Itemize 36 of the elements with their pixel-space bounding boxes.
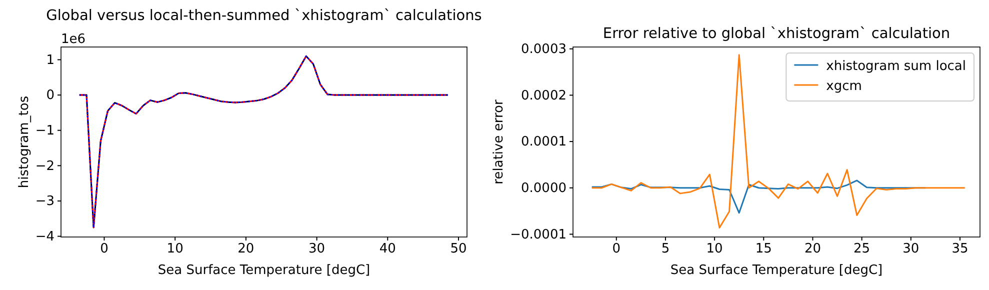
x-tick-label: 5 [661,242,670,257]
y-axis-title: histogram_tos [16,96,32,188]
y-tick-label: 0.0002 [521,88,566,104]
chart-title: Error relative to global `xhistogram` calculation [602,26,950,42]
x-tick-label: 20 [238,242,254,257]
y-tick-label: 0.0000 [521,181,566,196]
x-tick-label: 30 [902,242,920,257]
x-tick-label: 40 [379,242,396,257]
line-series [78,55,449,228]
legend-label: xhistogram sum local [826,59,966,74]
x-axis-title: Sea Surface Temperature [degC] [670,263,883,278]
y-axis-title: relative error [492,99,507,184]
y-tick-label: 0.0001 [521,134,566,150]
y-tick-label: −3 [35,194,54,210]
y-tick-label: 1 [46,52,54,68]
y-tick-label: −2 [35,158,54,174]
x-axis-title: Sea Surface Temperature [degC] [158,263,370,278]
x-tick-label: 50 [450,242,467,257]
x-tick-label: 15 [755,242,772,257]
x-tick-label: 25 [854,242,870,257]
y-tick-label: −0.0001 [510,227,566,242]
x-tick-label: 0 [100,242,108,257]
x-tick-label: 10 [706,242,723,257]
y-tick-label: 0 [46,88,54,104]
y-tick-label: −1 [35,124,54,139]
x-tick-label: 35 [952,242,968,257]
x-tick-label: 30 [308,242,326,257]
y-tick-label: −4 [35,229,54,244]
x-tick-label: 0 [612,242,621,257]
line-series [591,54,966,228]
legend-label: xgcm [826,79,862,94]
y-tick-label: 0.0003 [521,42,566,58]
chart-title: Global versus local-then-summed `xhistogram` calculations [46,8,482,24]
annotation: 1e6 [61,32,86,47]
x-tick-label: 20 [804,242,821,257]
x-tick-label: 10 [166,242,184,257]
